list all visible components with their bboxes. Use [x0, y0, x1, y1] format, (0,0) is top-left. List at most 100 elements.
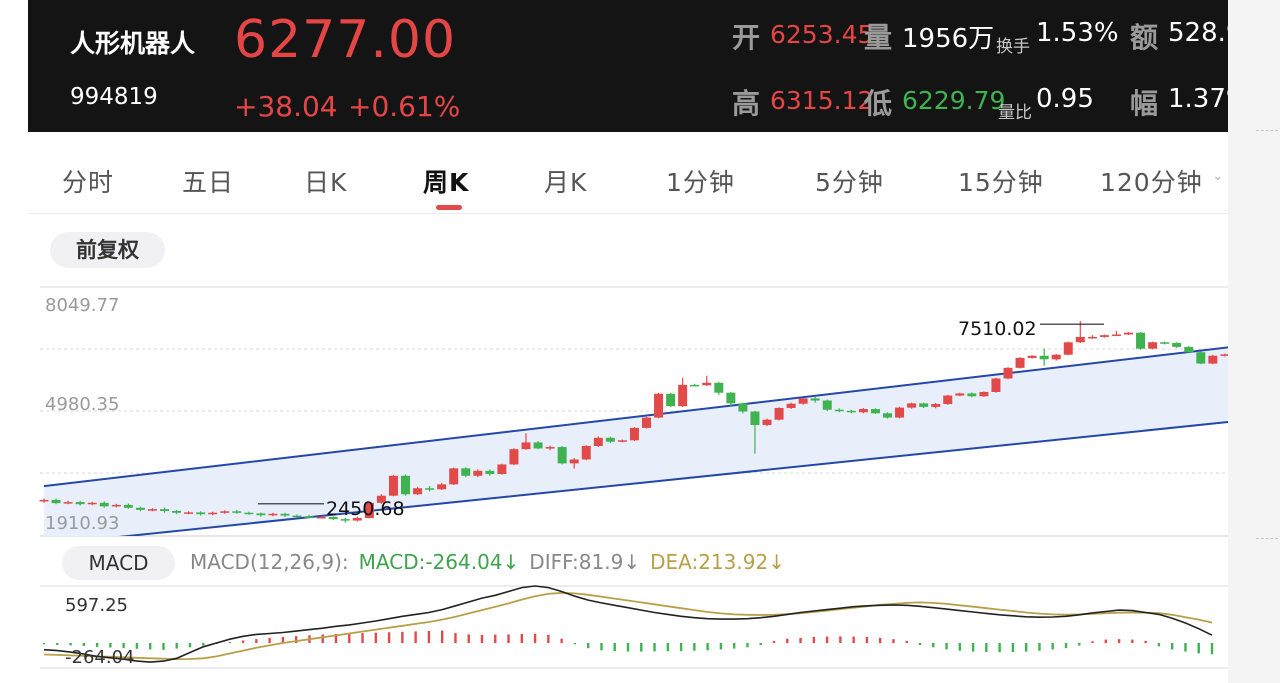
- candle-body: [870, 409, 880, 414]
- chevron-down-icon[interactable]: ⌄: [1212, 168, 1224, 184]
- candle-body: [846, 410, 856, 413]
- candle-body: [292, 515, 302, 518]
- macd-bar: [1078, 643, 1081, 646]
- candlesticks: [39, 320, 1228, 523]
- macd-bar: [693, 643, 696, 651]
- candle-body: [798, 398, 808, 404]
- macd-bar: [865, 636, 869, 643]
- left-margin: [0, 0, 28, 683]
- tab-1min[interactable]: 1分钟: [666, 168, 735, 197]
- candle-body: [87, 502, 97, 505]
- macd-bar: [732, 643, 736, 649]
- open-label: 开: [732, 21, 761, 54]
- macd-bar: [148, 643, 152, 650]
- tab-5min[interactable]: 5分钟: [815, 168, 884, 197]
- right-margin: [1228, 0, 1280, 683]
- macd-bar: [361, 633, 364, 643]
- candle-body: [1015, 357, 1025, 368]
- price-change: +38.04: [234, 90, 338, 123]
- indicator-button[interactable]: MACD: [62, 546, 175, 580]
- macd-bar: [799, 637, 802, 643]
- candle-body: [316, 516, 326, 519]
- turnover-value: 1.53%: [1036, 18, 1119, 48]
- candle-body: [629, 427, 639, 441]
- candle-body: [1111, 334, 1121, 336]
- macd-bar: [839, 636, 842, 643]
- candle-body: [883, 413, 892, 418]
- tab-daily-k[interactable]: 日K: [304, 168, 348, 197]
- candle-body: [509, 449, 519, 465]
- candle-body: [401, 475, 410, 495]
- macd-bar: [95, 643, 99, 647]
- candle-body: [208, 512, 218, 515]
- dea-line: [43, 591, 1213, 661]
- macd-bar: [467, 634, 470, 643]
- macd-bar: [945, 643, 948, 650]
- macd-bar: [878, 637, 882, 643]
- macd-readout: MACD(12,26,9): MACD:-264.04↓ DIFF:81.9↓ DEA…: [190, 550, 795, 574]
- candle-body: [1136, 332, 1146, 349]
- macd-bar: [520, 633, 524, 643]
- candle-body: [991, 378, 1001, 392]
- stock-code: 994819: [70, 84, 158, 110]
- macd-bar: [812, 636, 816, 643]
- candle-body: [196, 512, 206, 515]
- kline-chart[interactable]: 7510.02 2450.68 8049.77 4980.35 1910.93 597…: [0, 0, 1228, 683]
- candle-body: [822, 400, 832, 410]
- tab-intraday[interactable]: 分时: [62, 168, 115, 197]
- volume-ratio-value: 0.95: [1036, 84, 1094, 114]
- macd-bar: [640, 643, 643, 652]
- macd-bar: [1210, 643, 1214, 655]
- candle-body: [1220, 354, 1228, 356]
- channel-lower-line: [118, 421, 1228, 536]
- candle-body: [184, 512, 194, 514]
- tab-five-day[interactable]: 五日: [182, 168, 235, 197]
- adjust-mode-button[interactable]: 前复权: [50, 232, 165, 268]
- macd-bar: [1104, 639, 1108, 643]
- candle-body: [160, 509, 169, 511]
- macd-bar: [82, 643, 86, 647]
- candle-body: [979, 391, 989, 397]
- macd-lines: [43, 585, 1213, 663]
- macd-bar: [321, 634, 324, 643]
- macd-bar: [454, 633, 457, 643]
- channel-group: [43, 346, 1228, 536]
- macd-bar: [626, 643, 630, 652]
- tab-weekly-k[interactable]: 周K: [423, 168, 470, 197]
- candle-body: [967, 393, 977, 397]
- candle-body: [376, 495, 386, 503]
- candle-body: [425, 488, 435, 490]
- macd-axis-max: 597.25: [65, 595, 128, 616]
- macd-bar: [494, 634, 497, 643]
- dea-down-arrow: ↓: [768, 550, 785, 574]
- active-tab-indicator: [436, 205, 462, 210]
- candle-body: [51, 499, 61, 504]
- candle-body: [581, 445, 591, 460]
- macd-bar: [932, 643, 935, 648]
- low-annotation: 2450.68: [326, 498, 405, 520]
- candle-body: [666, 393, 676, 407]
- macd-bar: [241, 640, 245, 643]
- tab-120min[interactable]: 120分钟: [1100, 168, 1203, 197]
- macd-down-arrow: ↓: [502, 550, 520, 574]
- macd-bar: [122, 643, 125, 649]
- macd-bar: [268, 637, 271, 643]
- macd-bar: [69, 643, 72, 646]
- macd-bar: [228, 642, 232, 644]
- candle-body: [268, 513, 278, 516]
- macd-axis-min: -264.04: [65, 647, 134, 668]
- tab-15min[interactable]: 15分钟: [958, 168, 1044, 197]
- candle-body: [533, 442, 543, 449]
- macd-bar: [905, 640, 908, 643]
- tab-monthly-k[interactable]: 月K: [544, 168, 588, 197]
- candle-body: [955, 393, 965, 396]
- macd-bar: [852, 636, 855, 643]
- macd-bar: [1117, 639, 1121, 643]
- candle-body: [1003, 367, 1013, 379]
- macd-bar: [586, 643, 590, 649]
- macd-bar: [918, 643, 922, 646]
- candle-body: [605, 437, 615, 442]
- candle-body: [340, 519, 350, 521]
- candle-body: [569, 459, 579, 464]
- candle-body: [1124, 332, 1133, 335]
